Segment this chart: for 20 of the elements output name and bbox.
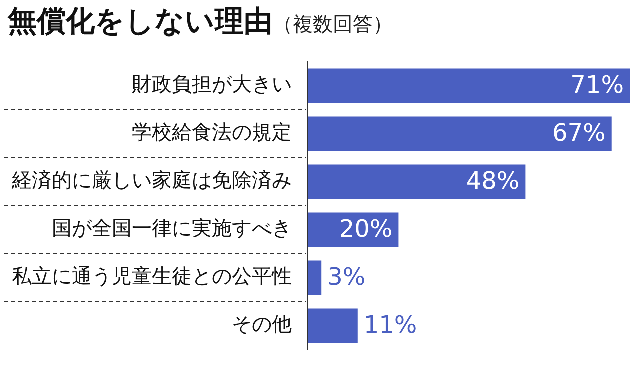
data-label: 48%	[466, 167, 520, 196]
y-tick-label: 財政負担が大きい	[132, 72, 292, 96]
y-tick-label: 学校給食法の規定	[132, 120, 292, 144]
data-label: 3%	[328, 263, 366, 292]
bar	[308, 164, 526, 200]
bar	[308, 212, 399, 248]
y-tick-label: 私立に通う児童生徒との公平性	[12, 264, 292, 288]
data-label: 71%	[570, 71, 624, 100]
bar	[308, 116, 612, 152]
y-tick-label: その他	[232, 312, 292, 336]
data-label: 67%	[552, 119, 606, 148]
y-tick-label: 経済的に厳しい家庭は免除済み	[11, 168, 292, 192]
bar	[308, 308, 358, 344]
data-label: 20%	[339, 215, 393, 244]
chart-subtitle: （複数回答）	[273, 12, 393, 36]
chart-title: 無償化をしない理由	[8, 4, 273, 38]
y-tick-label: 国が全国一律に実施すべき	[52, 216, 292, 240]
data-label: 11%	[364, 311, 418, 340]
bar	[308, 260, 322, 296]
bar	[308, 68, 630, 104]
